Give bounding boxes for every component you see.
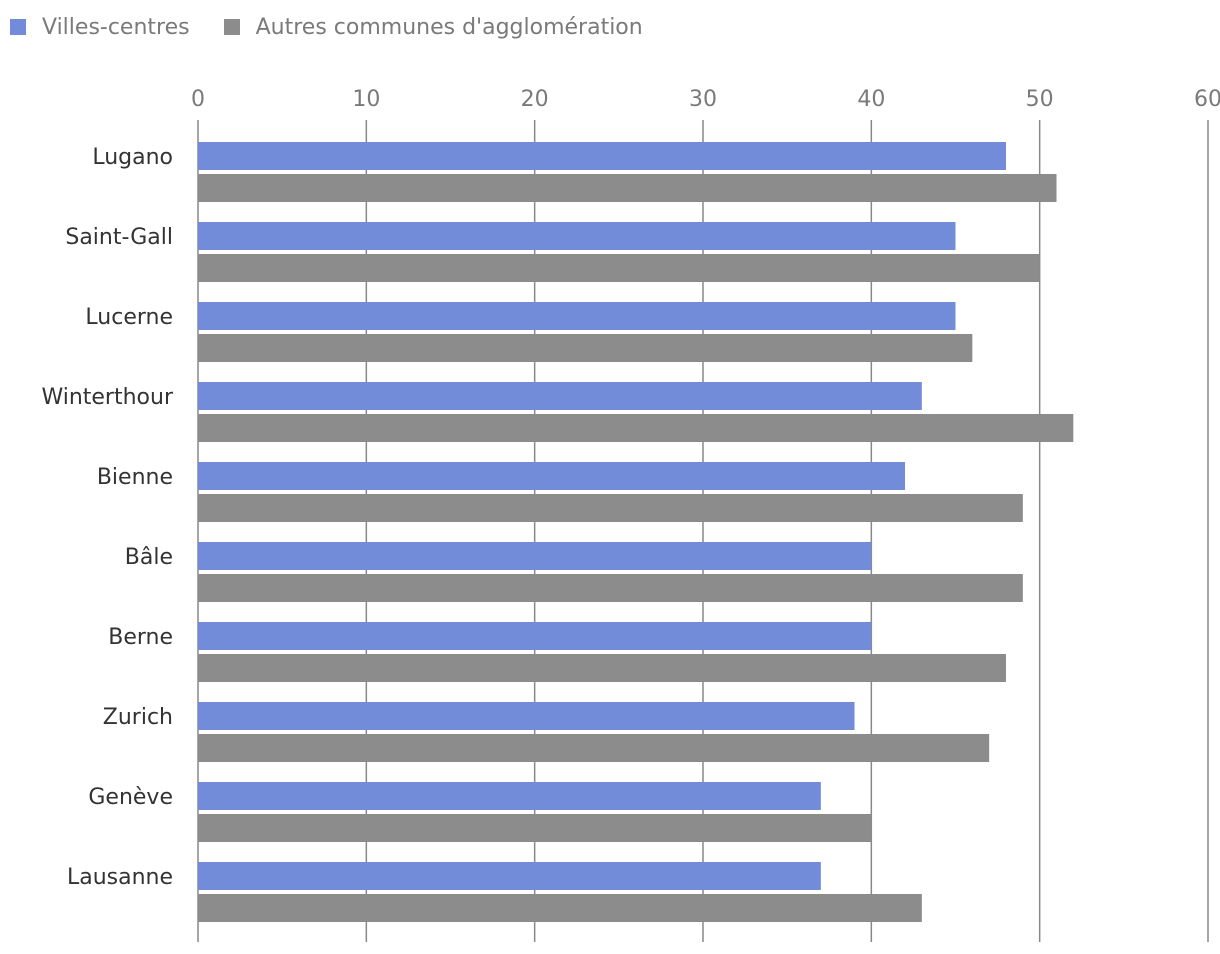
x-tick-label-4: 40 [857, 87, 885, 112]
bar-1-8 [198, 814, 872, 842]
bar-1-2 [198, 334, 973, 362]
bar-0-0 [198, 142, 1006, 170]
bar-0-2 [198, 302, 956, 330]
x-tick-label-6: 60 [1194, 87, 1220, 112]
category-label-0: Lugano [92, 145, 173, 170]
legend-item-autres-communes[interactable]: Autres communes d'agglomération [223, 14, 643, 40]
bar-1-9 [198, 894, 922, 922]
bar-1-4 [198, 494, 1023, 522]
category-label-5: Bâle [125, 545, 173, 570]
legend-swatch-autres-communes [223, 19, 240, 35]
legend-swatch-villes-centres [10, 19, 26, 35]
bar-1-0 [198, 174, 1057, 202]
category-label-6: Berne [108, 625, 173, 650]
x-tick-label-1: 10 [352, 87, 380, 112]
bar-1-1 [198, 254, 1040, 282]
x-tick-label-2: 20 [521, 87, 549, 112]
bar-1-6 [198, 654, 1006, 682]
bar-1-7 [198, 734, 990, 762]
category-label-1: Saint-Gall [65, 225, 173, 250]
bar-0-4 [198, 462, 905, 490]
bar-0-8 [198, 782, 821, 810]
chart-legend: Villes-centres Autres communes d'agglomé… [10, 12, 677, 42]
bar-0-9 [198, 862, 821, 890]
x-tick-label-0: 0 [191, 87, 205, 112]
bar-1-5 [198, 574, 1023, 602]
legend-label-villes-centres: Villes-centres [42, 14, 190, 40]
x-tick-label-5: 50 [1026, 87, 1054, 112]
bar-1-3 [198, 414, 1074, 442]
category-label-7: Zurich [103, 705, 173, 730]
category-label-9: Lausanne [67, 865, 173, 890]
bar-0-5 [198, 542, 872, 570]
category-label-8: Genève [88, 785, 173, 810]
bar-0-3 [198, 382, 922, 410]
bar-0-6 [198, 622, 872, 650]
x-tick-label-3: 30 [689, 87, 717, 112]
legend-label-autres-communes: Autres communes d'agglomération [255, 14, 643, 40]
category-label-3: Winterthour [41, 385, 174, 410]
category-label-2: Lucerne [85, 305, 173, 330]
bar-0-7 [198, 702, 855, 730]
legend-item-villes-centres[interactable]: Villes-centres [10, 15, 190, 40]
bar-0-1 [198, 222, 956, 250]
category-label-4: Bienne [97, 465, 173, 490]
